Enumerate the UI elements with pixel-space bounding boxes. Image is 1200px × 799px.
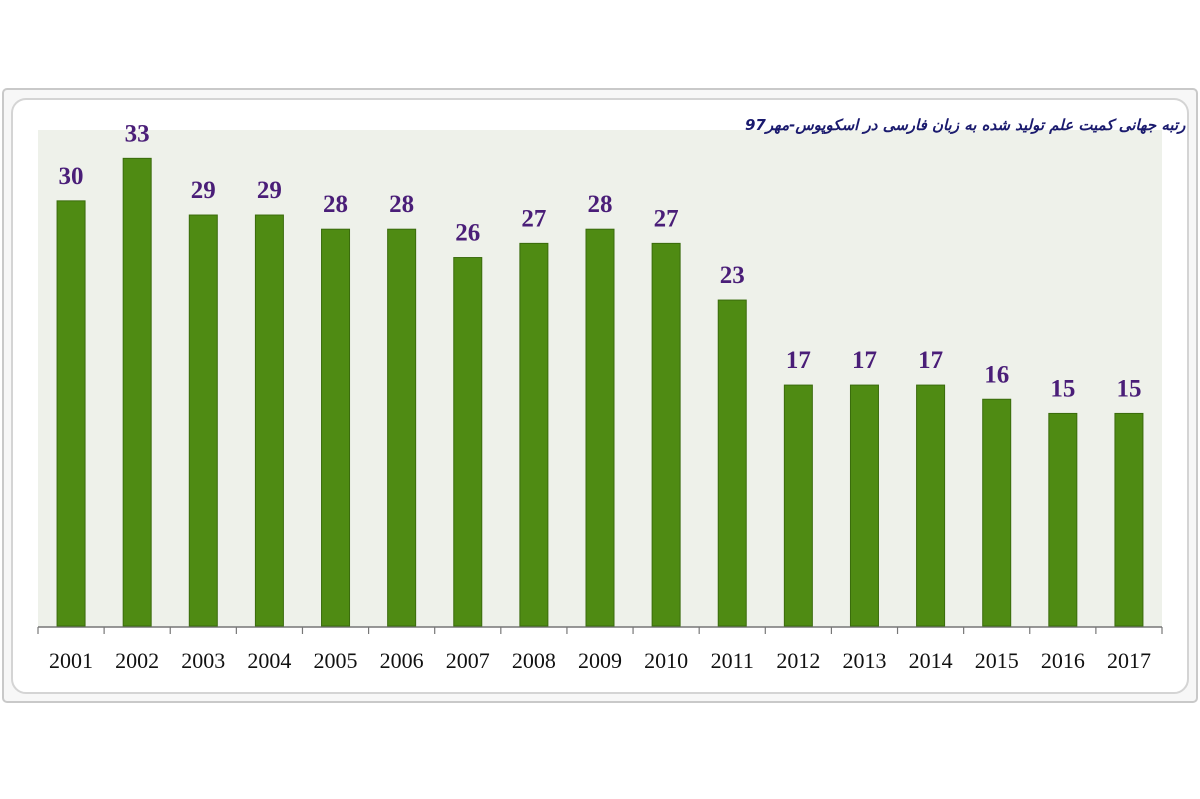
x-tick-label: 2009 [578, 648, 622, 673]
bar [321, 228, 351, 627]
data-label: 23 [720, 262, 745, 289]
bar [122, 157, 152, 627]
x-tick-label: 2005 [314, 648, 358, 673]
bar [188, 214, 218, 627]
x-tick-label: 2014 [909, 648, 953, 673]
bar [916, 384, 946, 627]
x-tick-label: 2001 [49, 648, 93, 673]
x-tick-label: 2016 [1041, 648, 1085, 673]
x-tick-label: 2010 [644, 648, 688, 673]
data-label: 15 [1050, 375, 1075, 402]
chart-title: رتبه جهانی کمیت علم تولید شده به زبان فا… [745, 116, 1186, 134]
data-label: 28 [389, 191, 414, 218]
data-label: 17 [918, 347, 943, 374]
data-label: 28 [323, 191, 348, 218]
bar [717, 299, 747, 627]
bar [519, 242, 549, 627]
bar [254, 214, 284, 627]
bar [1114, 412, 1144, 627]
bar [453, 257, 483, 627]
data-label: 16 [984, 361, 1009, 388]
data-label: 29 [257, 177, 282, 204]
x-tick-label: 2008 [512, 648, 556, 673]
x-tick-label: 2011 [711, 648, 754, 673]
bar [783, 384, 813, 627]
bar [585, 228, 615, 627]
x-tick-label: 2006 [380, 648, 424, 673]
x-tick-label: 2012 [776, 648, 820, 673]
x-tick-label: 2004 [247, 648, 291, 673]
bar [1048, 412, 1078, 627]
bar [56, 200, 86, 627]
x-tick-label: 2002 [115, 648, 159, 673]
data-label: 29 [191, 177, 216, 204]
data-label: 17 [852, 347, 877, 374]
data-label: 27 [521, 205, 546, 232]
data-label: 28 [588, 191, 613, 218]
data-label: 30 [59, 163, 84, 190]
bar [849, 384, 879, 627]
data-label: 17 [786, 347, 811, 374]
data-label: 27 [654, 205, 679, 232]
x-tick-label: 2017 [1107, 648, 1151, 673]
x-tick-label: 2015 [975, 648, 1019, 673]
x-tick-label: 2013 [842, 648, 886, 673]
bar [387, 228, 417, 627]
data-label: 33 [125, 120, 150, 147]
bar [651, 242, 681, 627]
data-label: 26 [455, 220, 480, 247]
bar [982, 398, 1012, 627]
x-tick-label: 2007 [446, 648, 490, 673]
x-tick-label: 2003 [181, 648, 225, 673]
data-label: 15 [1116, 375, 1141, 402]
